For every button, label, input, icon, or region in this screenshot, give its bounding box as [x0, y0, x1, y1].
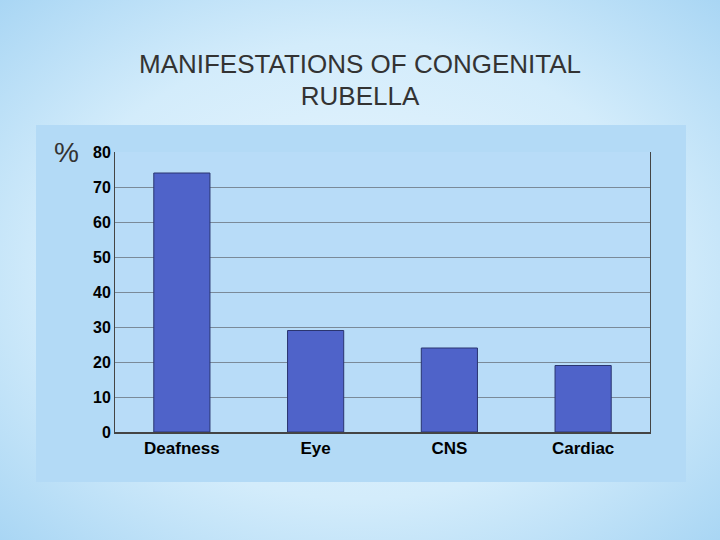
- svg-text:40: 40: [93, 284, 111, 301]
- svg-text:70: 70: [93, 179, 111, 196]
- svg-text:50: 50: [93, 249, 111, 266]
- svg-text:20: 20: [93, 354, 111, 371]
- svg-text:10: 10: [93, 389, 111, 406]
- svg-text:Deafness: Deafness: [144, 439, 220, 458]
- html-text:MANIFESTATIONS OF CONGENITAL R: MANIFESTATIONS OF CONGENITAL RUBELLA: [139, 49, 581, 111]
- svg-text:Eye: Eye: [301, 439, 331, 458]
- svg-text:%: %: [54, 137, 79, 168]
- svg-text:30: 30: [93, 319, 111, 336]
- svg-text:60: 60: [93, 214, 111, 231]
- svg-text:80: 80: [93, 144, 111, 161]
- svg-text:0: 0: [102, 424, 111, 441]
- svg-text:Cardiac: Cardiac: [552, 439, 614, 458]
- svg-text:CNS: CNS: [431, 439, 467, 458]
